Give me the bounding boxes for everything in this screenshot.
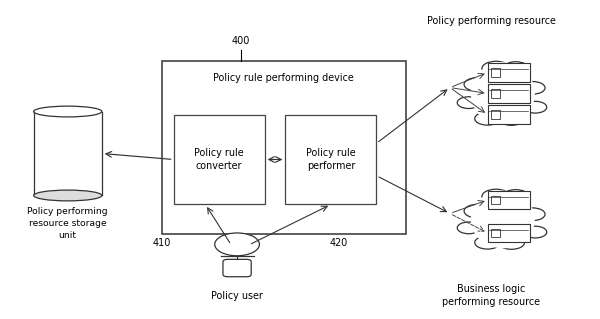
Bar bbox=[488, 84, 530, 103]
Circle shape bbox=[524, 101, 547, 113]
Bar bbox=[491, 68, 500, 77]
Text: Policy performing resource: Policy performing resource bbox=[427, 16, 556, 26]
Ellipse shape bbox=[34, 190, 102, 201]
Circle shape bbox=[482, 61, 510, 76]
Bar bbox=[488, 191, 530, 209]
Bar bbox=[34, 112, 102, 196]
Circle shape bbox=[475, 112, 500, 125]
Text: Policy performing
resource storage
unit: Policy performing resource storage unit bbox=[28, 207, 108, 240]
Circle shape bbox=[464, 204, 490, 218]
Circle shape bbox=[502, 189, 529, 203]
Circle shape bbox=[457, 97, 480, 108]
Text: Policy user: Policy user bbox=[211, 292, 263, 301]
Ellipse shape bbox=[34, 106, 102, 117]
Ellipse shape bbox=[471, 62, 535, 125]
Circle shape bbox=[464, 78, 490, 91]
Circle shape bbox=[520, 82, 545, 94]
Circle shape bbox=[475, 236, 500, 249]
Text: 420: 420 bbox=[329, 239, 347, 249]
Text: Policy rule
performer: Policy rule performer bbox=[306, 148, 356, 171]
Text: Policy rule
converter: Policy rule converter bbox=[194, 148, 244, 171]
Circle shape bbox=[520, 208, 545, 220]
Ellipse shape bbox=[471, 191, 535, 248]
Bar bbox=[488, 105, 530, 124]
Circle shape bbox=[498, 236, 524, 249]
Circle shape bbox=[498, 112, 524, 125]
Bar bbox=[491, 229, 500, 237]
Bar bbox=[488, 224, 530, 242]
Text: Business logic
performing resource: Business logic performing resource bbox=[442, 284, 540, 307]
Circle shape bbox=[482, 189, 510, 204]
Bar bbox=[162, 61, 406, 234]
Bar bbox=[286, 115, 376, 204]
Bar bbox=[491, 110, 500, 119]
Circle shape bbox=[457, 222, 480, 234]
Text: 400: 400 bbox=[232, 35, 250, 46]
Circle shape bbox=[524, 226, 547, 238]
Bar bbox=[173, 115, 265, 204]
Circle shape bbox=[215, 233, 259, 256]
Circle shape bbox=[502, 62, 529, 75]
Bar bbox=[488, 63, 530, 82]
FancyBboxPatch shape bbox=[223, 259, 251, 277]
Bar bbox=[491, 196, 500, 204]
Text: Policy rule performing device: Policy rule performing device bbox=[214, 72, 354, 83]
Text: 410: 410 bbox=[152, 239, 171, 249]
Bar bbox=[491, 89, 500, 98]
